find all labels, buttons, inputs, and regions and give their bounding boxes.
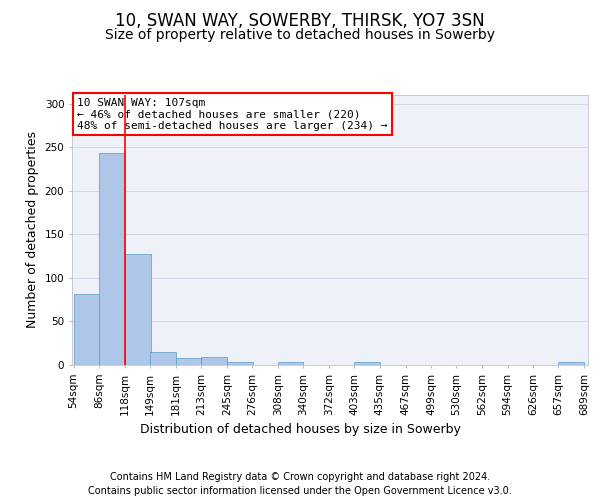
Y-axis label: Number of detached properties: Number of detached properties — [26, 132, 39, 328]
Text: Distribution of detached houses by size in Sowerby: Distribution of detached houses by size … — [140, 422, 460, 436]
Bar — [558, 362, 584, 365]
Bar — [354, 362, 380, 365]
Bar — [176, 358, 202, 365]
Bar — [278, 362, 304, 365]
Text: Size of property relative to detached houses in Sowerby: Size of property relative to detached ho… — [105, 28, 495, 42]
Bar — [100, 154, 125, 365]
Bar — [74, 294, 100, 365]
Bar — [227, 362, 253, 365]
Bar — [125, 254, 151, 365]
Text: Contains HM Land Registry data © Crown copyright and database right 2024.: Contains HM Land Registry data © Crown c… — [110, 472, 490, 482]
Text: Contains public sector information licensed under the Open Government Licence v3: Contains public sector information licen… — [88, 486, 512, 496]
Bar — [150, 352, 176, 365]
Bar — [202, 357, 227, 365]
Text: 10, SWAN WAY, SOWERBY, THIRSK, YO7 3SN: 10, SWAN WAY, SOWERBY, THIRSK, YO7 3SN — [115, 12, 485, 30]
Text: 10 SWAN WAY: 107sqm
← 46% of detached houses are smaller (220)
48% of semi-detac: 10 SWAN WAY: 107sqm ← 46% of detached ho… — [77, 98, 388, 131]
